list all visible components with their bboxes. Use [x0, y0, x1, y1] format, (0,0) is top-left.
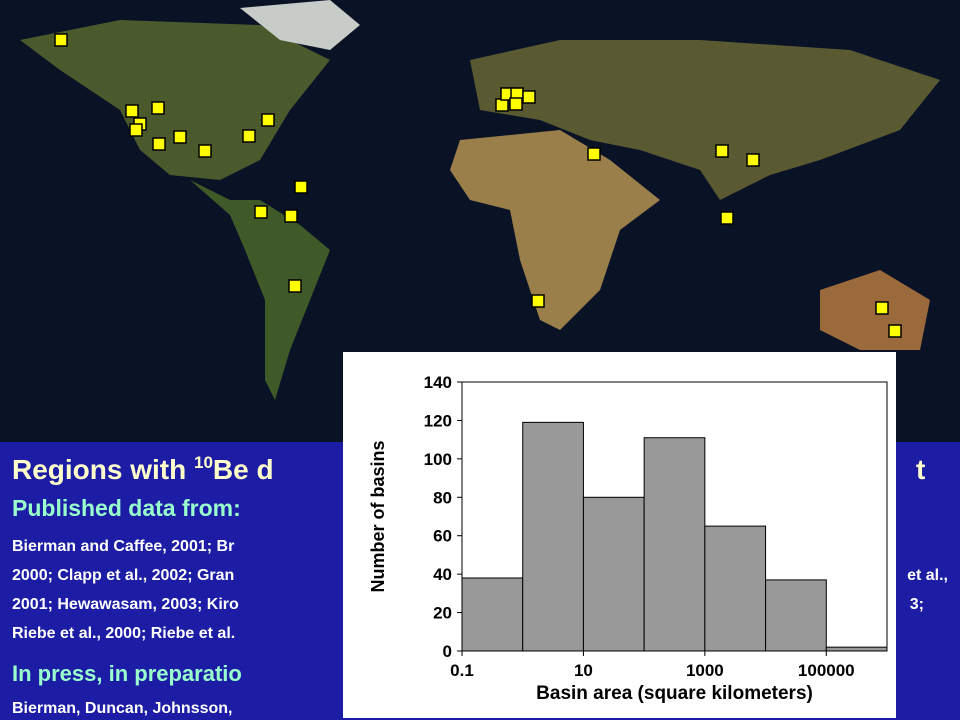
published-line: 2001; Hewawasam, 2003; Kiro — [12, 596, 239, 613]
published-line-end: et al., — [907, 567, 948, 584]
histogram-chart: 0 20 40 60 80 100 120 140 0.1 10 1000 100000 Basin a… — [343, 352, 896, 718]
site-marker — [522, 90, 536, 104]
site-marker — [254, 205, 268, 219]
published-line: Bierman and Caffee, 2001; Br — [12, 538, 234, 555]
site-marker — [151, 101, 165, 115]
x-tick-label: 1000 — [686, 661, 724, 680]
y-tick-label: 40 — [433, 565, 452, 584]
y-tick-label: 80 — [433, 488, 452, 507]
site-marker — [495, 98, 509, 112]
y-axis-label: Number of basins — [368, 440, 388, 592]
site-marker — [129, 123, 143, 137]
bar — [582, 496, 645, 652]
x-tick-label: 0.1 — [450, 661, 474, 680]
press-line: Bierman, Duncan, Johnsson, — [12, 700, 232, 717]
x-axis-label: Basin area (square kilometers) — [536, 683, 813, 704]
site-marker — [715, 144, 729, 158]
site-marker — [587, 147, 601, 161]
site-marker — [288, 279, 302, 293]
site-marker — [531, 294, 545, 308]
site-marker — [284, 209, 298, 223]
bar — [643, 437, 706, 652]
bar — [461, 577, 524, 652]
site-marker — [198, 144, 212, 158]
bar — [704, 525, 767, 652]
title-sup: 10 — [194, 453, 213, 472]
site-marker — [746, 153, 760, 167]
site-marker — [125, 104, 139, 118]
site-marker — [888, 324, 902, 338]
site-marker — [173, 130, 187, 144]
y-tick-label: 20 — [433, 604, 452, 623]
site-marker — [294, 180, 308, 194]
site-marker — [242, 129, 256, 143]
site-marker — [509, 97, 523, 111]
y-tick-label: 0 — [443, 642, 452, 661]
y-tick-label: 60 — [433, 527, 452, 546]
site-marker — [875, 301, 889, 315]
site-marker — [720, 211, 734, 225]
title-rest: Be d — [213, 454, 274, 485]
published-line: Riebe et al., 2000; Riebe et al. — [12, 625, 235, 642]
site-markers — [54, 33, 902, 338]
site-marker — [261, 113, 275, 127]
published-heading: Published data from: — [12, 495, 241, 521]
y-tick-label: 140 — [424, 373, 452, 392]
x-tick-label: 100000 — [798, 661, 855, 680]
bar — [765, 579, 827, 652]
published-line-end: 3; — [910, 596, 924, 613]
bar — [522, 421, 584, 652]
y-tick-label: 120 — [424, 411, 452, 430]
bar — [825, 646, 888, 652]
site-marker — [152, 137, 166, 151]
press-heading: In press, in preparatio — [12, 661, 242, 686]
published-line: 2000; Clapp et al., 2002; Gran — [12, 567, 234, 584]
x-tick-label: 10 — [574, 661, 593, 680]
title-end: t — [916, 454, 925, 485]
title-start: Regions with — [12, 454, 194, 485]
site-marker — [54, 33, 68, 47]
slide-title: Regions with 10Be d — [12, 453, 274, 485]
y-tick-label: 100 — [424, 450, 452, 469]
